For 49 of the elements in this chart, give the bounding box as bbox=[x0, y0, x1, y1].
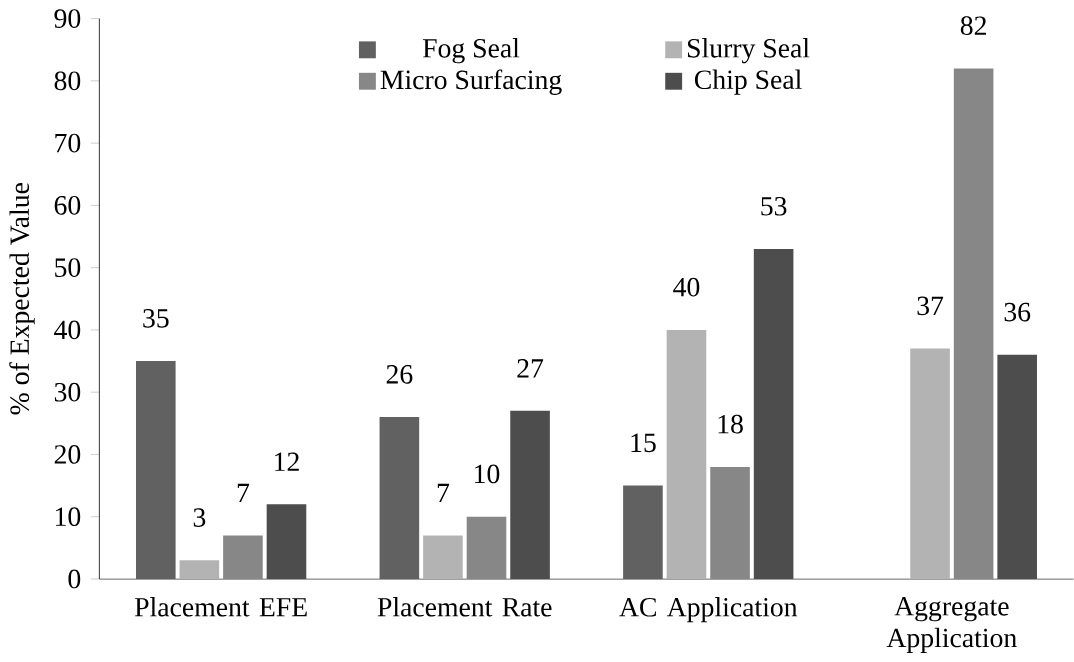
bar bbox=[953, 68, 994, 579]
y-tick-label: 90 bbox=[54, 9, 81, 28]
data-label: 12 bbox=[275, 452, 299, 471]
y-tick-label: 70 bbox=[55, 133, 81, 153]
bar bbox=[710, 466, 750, 579]
bar bbox=[423, 535, 463, 579]
bar bbox=[266, 504, 307, 579]
y-tick-label: 20 bbox=[54, 444, 81, 464]
y-tick-label: 30 bbox=[54, 382, 81, 402]
data-label: 53 bbox=[761, 196, 787, 216]
x-tick-label: Placement EFE bbox=[134, 596, 307, 617]
data-label: 18 bbox=[718, 414, 743, 434]
data-label: 35 bbox=[143, 308, 169, 328]
data-label: 15 bbox=[631, 433, 656, 453]
bar bbox=[997, 354, 1037, 579]
x-tick-label: Placement Rate bbox=[377, 596, 552, 617]
bar bbox=[379, 416, 420, 579]
y-tick-label: 0 bbox=[68, 569, 81, 589]
legend-label: Chip Seal bbox=[694, 69, 802, 95]
y-tick-label: 40 bbox=[54, 320, 81, 340]
bar bbox=[179, 560, 220, 579]
data-label: 10 bbox=[475, 464, 500, 484]
bar bbox=[466, 516, 507, 579]
data-label: 7 bbox=[437, 483, 450, 502]
data-label: 3 bbox=[193, 508, 206, 527]
bar bbox=[223, 535, 263, 579]
x-tick-label: Aggregate Application bbox=[886, 596, 1017, 653]
bar bbox=[510, 410, 550, 579]
data-label: 36 bbox=[1004, 302, 1031, 322]
data-label: 7 bbox=[237, 483, 250, 502]
data-label: 27 bbox=[517, 359, 544, 378]
y-axis-title: % of Expected Value bbox=[9, 183, 35, 415]
bar bbox=[135, 360, 176, 579]
legend-label: Micro Surfacing bbox=[380, 69, 562, 95]
data-label: 26 bbox=[386, 364, 413, 384]
legend-label: Fog Seal bbox=[422, 38, 520, 64]
data-label: 37 bbox=[917, 296, 944, 316]
y-tick-label: 80 bbox=[54, 71, 81, 91]
y-tick-label: 10 bbox=[55, 507, 81, 526]
data-label: 82 bbox=[960, 16, 986, 35]
bar bbox=[623, 485, 663, 579]
legend-label: Slurry Seal bbox=[687, 38, 810, 64]
y-tick-label: 60 bbox=[54, 195, 81, 215]
x-tick-label: AC Application bbox=[619, 596, 798, 623]
bar bbox=[753, 248, 794, 579]
bar bbox=[666, 329, 707, 579]
data-label: 40 bbox=[673, 277, 700, 297]
bar bbox=[910, 348, 950, 579]
y-tick-label: 50 bbox=[55, 258, 81, 277]
